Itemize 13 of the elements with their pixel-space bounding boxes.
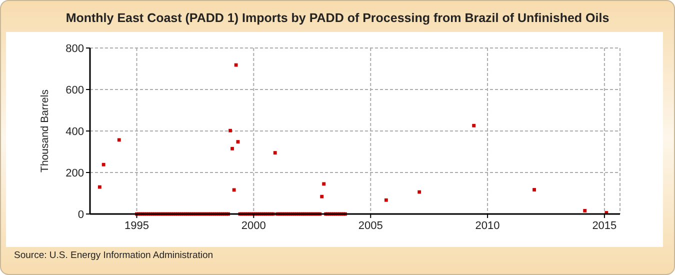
y-tick-label: 0: [78, 208, 84, 221]
y-tick-label: 200: [66, 167, 84, 180]
x-tick-label: 2010: [475, 220, 500, 232]
source-note: Source: U.S. Energy Information Administration: [14, 250, 214, 261]
y-tick-label: 800: [66, 42, 84, 55]
x-tick-label: 2005: [358, 220, 383, 232]
y-axis-title: Thousand Barrels: [39, 90, 51, 172]
y-tick-label: 400: [66, 126, 84, 138]
y-tick-label: 600: [66, 84, 84, 96]
x-tick-label: 1995: [124, 220, 149, 232]
x-tick-label: 2015: [592, 220, 617, 232]
x-tick-label: 2000: [241, 220, 266, 232]
chart-title: Monthly East Coast (PADD 1) Imports by PADD of Processing from Brazil of Unfinished Oils: [66, 11, 610, 25]
